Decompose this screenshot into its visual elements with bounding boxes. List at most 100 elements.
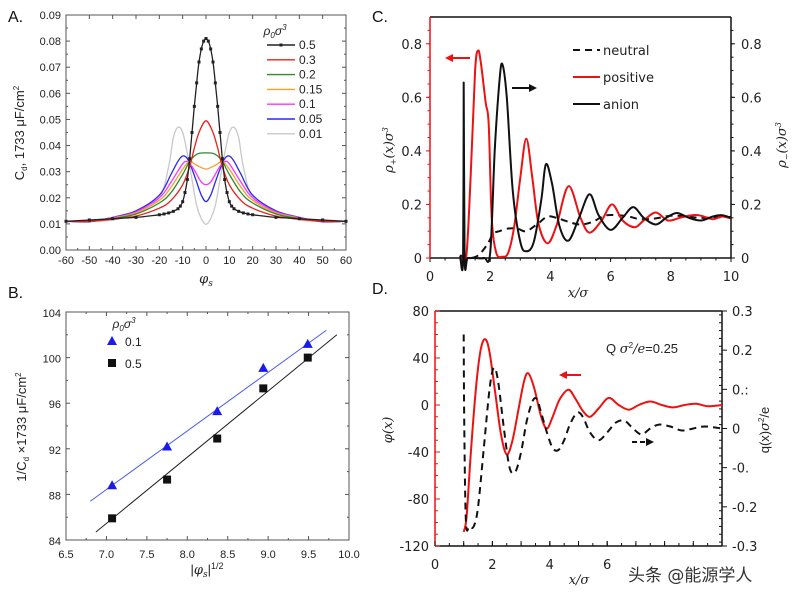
x-tick-label: 7.0 xyxy=(99,549,114,561)
x-tick-label: 50 xyxy=(317,255,329,267)
y-tick-label: 0.02 xyxy=(40,193,61,205)
x-tick-label: 0 xyxy=(426,270,434,285)
y-tick-label-right: 0.3 xyxy=(732,305,753,320)
data-point-triangle xyxy=(212,406,223,416)
data-point-square xyxy=(259,384,268,393)
data-point-triangle xyxy=(258,362,269,372)
x-tick-label: 8 xyxy=(667,270,675,285)
panel-d-label: D. xyxy=(372,281,388,298)
panel-b-axes: 6.5 7.0 7.5 8.0 8.5 9.0 9.5 10.0 84 88 92 96 100 104 xyxy=(43,308,360,561)
y-tick-label-left: -120 xyxy=(399,540,429,555)
x-tick-label: 10 xyxy=(723,270,740,285)
left-axis-arrow-head xyxy=(445,54,453,62)
legend-label: 0.2 xyxy=(299,68,316,82)
y-tick-label-left: 80 xyxy=(412,305,429,320)
data-point xyxy=(251,213,255,217)
data-point xyxy=(188,157,192,161)
panel-d-axes: 0 2 4 6 -120 -80 -40 0 40 80 -0.3 -0.2 -0. 0 0.: 0.2 0.3 xyxy=(399,305,757,573)
legend-label: anion xyxy=(603,98,639,113)
y-tick-label-right: 0.8 xyxy=(741,38,762,53)
x-tick-label: 6 xyxy=(603,558,611,573)
data-point xyxy=(220,157,224,161)
x-tick-label: 2 xyxy=(488,558,496,573)
panel-c-series xyxy=(445,49,732,271)
data-point xyxy=(274,215,278,219)
data-point-triangle xyxy=(162,441,173,451)
right-axis-arrow-head xyxy=(646,438,654,446)
legend-label: neutral xyxy=(603,44,650,59)
x-tick-label: 0 xyxy=(203,255,209,267)
data-point xyxy=(209,47,213,51)
y-tick-label-left: 40 xyxy=(412,352,429,367)
panel-a-axes: -60 -50 -40 -30 -20 -10 0 10 20 30 40 50 600.000.010… xyxy=(40,10,353,267)
data-point xyxy=(218,131,222,134)
panel-c-label: C. xyxy=(372,9,388,26)
data-point xyxy=(241,211,245,215)
panel-a-ylabel: Cd, 1733 μF/cm2 xyxy=(12,85,29,180)
panel-b-xlabel: |φs|1/2 xyxy=(190,561,223,580)
data-point xyxy=(171,209,175,213)
panel-b-series xyxy=(89,329,338,533)
series-line-0.1 xyxy=(65,160,347,223)
x-tick-label: 8.5 xyxy=(220,549,235,561)
data-point xyxy=(157,213,161,217)
y-tick-label-left: -40 xyxy=(408,446,429,461)
legend-label: 0.05 xyxy=(299,112,323,126)
legend-label: 0.01 xyxy=(299,127,323,141)
x-tick-label: 60 xyxy=(340,255,352,267)
data-point xyxy=(202,39,206,43)
y-tick-label: 0.03 xyxy=(40,167,61,179)
legend-label: 0.1 xyxy=(125,335,142,349)
data-point xyxy=(111,217,115,221)
panel-b-label: B. xyxy=(8,285,23,302)
panel-c-ylabel-right: ρ−(x)σ3 xyxy=(774,122,791,169)
panel-a-legend: ρ0σ3 0.50.30.20.150.10.050.01 xyxy=(262,23,322,141)
data-point xyxy=(185,178,189,181)
legend-label: 0.5 xyxy=(125,357,142,371)
data-point xyxy=(227,200,231,204)
panel-a: A. -60 -50 -40 -30 -20 -10 0 10 20 30 40 50 60 0.00 0.… xyxy=(8,9,352,289)
legend-label: 0.5 xyxy=(299,38,316,52)
data-point xyxy=(211,60,215,64)
x-tick-label: 9.5 xyxy=(301,549,316,561)
left-axis-arrow-head xyxy=(559,371,567,379)
series-line-0.3 xyxy=(65,120,347,223)
y-tick-label-left: 0.8 xyxy=(401,38,422,53)
data-point xyxy=(230,204,234,208)
x-tick-label: 0 xyxy=(431,558,439,573)
legend-title: ρ0σ3 xyxy=(111,316,136,333)
panel-a-xlabel: φs xyxy=(199,272,213,289)
y-tick-label: 0.06 xyxy=(40,88,61,100)
y-tick-label-left: 0.4 xyxy=(401,145,422,160)
legend-label: 0.3 xyxy=(299,53,316,67)
panel-d-ylabel-right: q(x)σ2/e xyxy=(757,407,773,454)
panel-c-legend: neutral positive anion xyxy=(573,44,654,113)
panel-d-annotation: Q σ2/e=0.25 xyxy=(606,341,678,357)
y-tick-label: 104 xyxy=(43,308,61,320)
legend-label: 0.15 xyxy=(299,82,323,96)
panel-b-legend: ρ0σ3 0.1 0.5 xyxy=(107,316,142,371)
data-point xyxy=(134,215,138,219)
panel-b-ylabel: 1/Cd ×1733 μF/cm2 xyxy=(14,372,31,482)
data-point xyxy=(87,218,91,222)
data-point xyxy=(297,217,301,221)
fit-line-0.5 xyxy=(95,334,338,533)
x-tick-label: -60 xyxy=(58,255,74,267)
legend-label: 0.1 xyxy=(299,97,316,111)
y-tick-label-right: -0. xyxy=(732,462,749,477)
series-line-charge xyxy=(462,334,723,532)
y-tick-label-right: 0.4 xyxy=(741,145,762,160)
y-tick-label: 0.09 xyxy=(40,10,61,22)
y-tick-label-left: 0 xyxy=(414,252,422,267)
y-tick-label-left: 0.6 xyxy=(401,91,422,106)
legend-marker xyxy=(107,336,117,345)
panel-d-ylabel-left: φ(x) xyxy=(381,417,396,444)
y-tick-label: 0.04 xyxy=(40,141,61,153)
x-tick-label: 4 xyxy=(546,558,554,573)
x-tick-label: -50 xyxy=(81,255,97,267)
panel-a-series xyxy=(64,37,348,226)
data-point xyxy=(206,39,210,43)
series-line-0.05 xyxy=(65,155,347,223)
data-point xyxy=(237,209,241,213)
